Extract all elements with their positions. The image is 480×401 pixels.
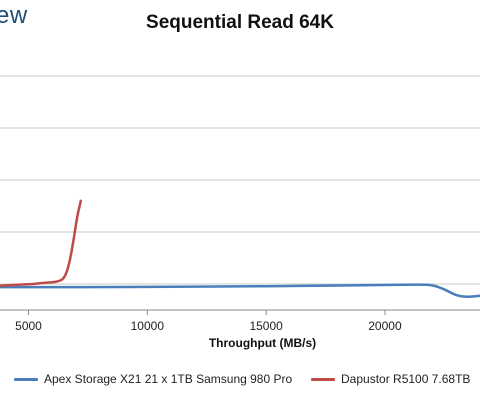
x-tick-label-2: 15000	[249, 319, 283, 333]
series-line-0	[0, 283, 480, 298]
legend: Apex Storage X21 21 x 1TB Samsung 980 Pr…	[0, 372, 480, 388]
x-axis-label: Throughput (MB/s)	[208, 336, 317, 350]
x-tick-label-3: 20000	[368, 319, 402, 333]
x-axis: 5000 10000 15000 20000	[0, 309, 480, 333]
x-tick-label-0: 5000	[15, 319, 42, 333]
brand-logo-text: ew	[0, 2, 28, 29]
legend-item-apex: Apex Storage X21 21 x 1TB Samsung 980 Pr…	[14, 372, 292, 386]
legend-swatch-dapustor	[311, 377, 335, 381]
chart-title: Sequential Read 64K	[146, 12, 334, 33]
legend-item-dapustor: Dapustor R5100 7.68TB	[311, 372, 470, 386]
series-line-1	[0, 199, 83, 288]
series-lines	[0, 199, 480, 298]
legend-swatch-apex	[14, 377, 38, 381]
x-tick-label-1: 10000	[131, 319, 165, 333]
legend-label-dapustor: Dapustor R5100 7.68TB	[341, 372, 471, 386]
legend-label-apex: Apex Storage X21 21 x 1TB Samsung 980 Pr…	[44, 372, 293, 386]
